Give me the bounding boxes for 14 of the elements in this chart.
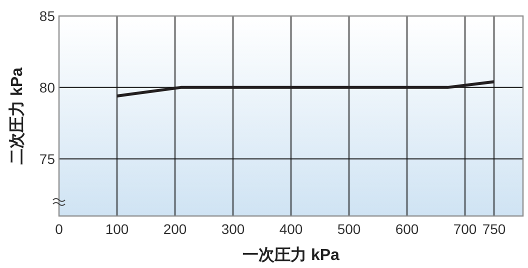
y-tick-label: 75: [39, 150, 56, 167]
x-axis-title: 一次圧力 kPa: [242, 246, 340, 264]
x-tick-label: 700: [453, 221, 477, 237]
y-tick-label: 85: [39, 8, 56, 24]
x-tick-label: 500: [337, 221, 361, 237]
x-tick-label: 600: [395, 221, 419, 237]
x-tick-label: 750: [482, 221, 506, 237]
x-tick-label: 200: [163, 221, 187, 237]
x-tick-label: 400: [279, 221, 303, 237]
y-axis-title: 二次圧力 kPa: [8, 67, 26, 164]
x-tick-label: 100: [105, 221, 129, 237]
x-tick-label: 0: [55, 221, 64, 237]
x-tick-label: 300: [221, 221, 245, 237]
y-tick-label: 80: [39, 79, 56, 96]
